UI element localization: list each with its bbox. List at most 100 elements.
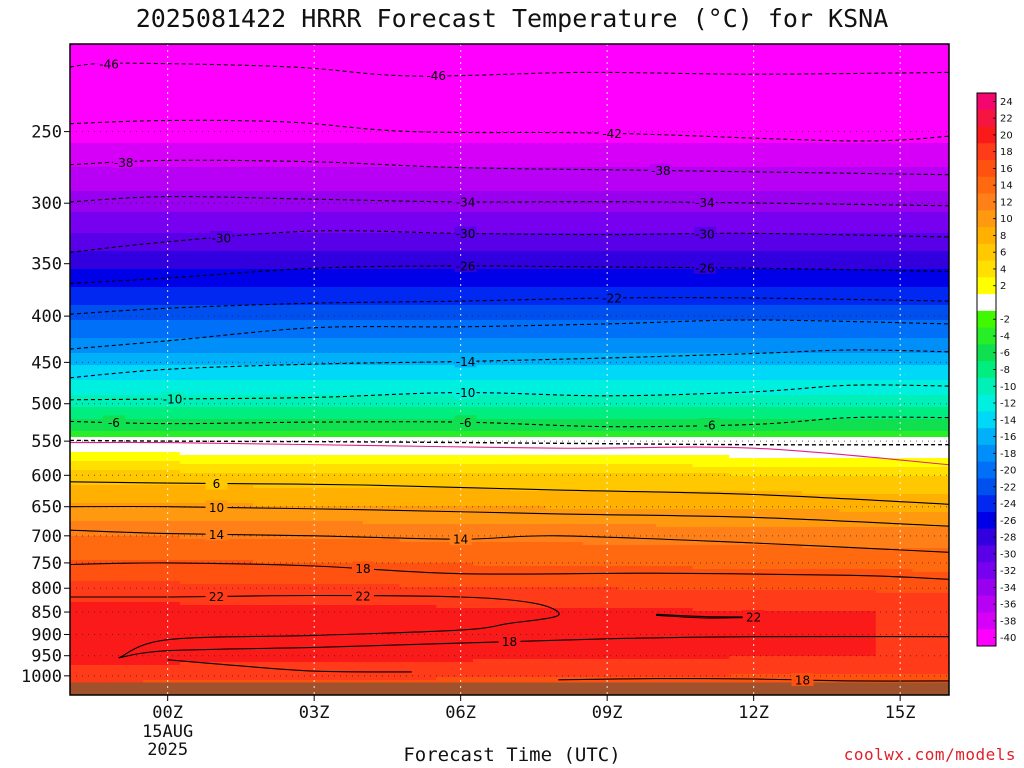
temperature-cell xyxy=(216,269,254,273)
temperature-cell xyxy=(509,419,547,423)
temperature-cell xyxy=(436,611,474,615)
temperature-cell xyxy=(692,149,730,153)
temperature-cell xyxy=(802,86,840,90)
temperature-cell xyxy=(326,179,364,183)
temperature-cell xyxy=(472,296,511,300)
temperature-cell xyxy=(179,86,218,90)
temperature-cell xyxy=(363,485,401,489)
temperature-cell xyxy=(875,209,913,213)
temperature-cell xyxy=(143,527,181,531)
temperature-cell xyxy=(875,521,913,525)
temperature-cell xyxy=(363,92,401,96)
temperature-cell xyxy=(619,275,657,279)
temperature-cell xyxy=(656,125,694,129)
temperature-cell xyxy=(399,365,437,369)
temperature-cell xyxy=(875,506,913,510)
temperature-cell xyxy=(436,350,474,354)
temperature-cell xyxy=(363,431,401,435)
temperature-cell xyxy=(363,155,401,159)
temperature-cell xyxy=(875,305,913,309)
temperature-cell xyxy=(326,551,364,555)
temperature-cell xyxy=(472,284,511,288)
temperature-cell xyxy=(253,431,291,435)
temperature-cell xyxy=(472,452,511,456)
temperature-cell xyxy=(326,524,364,528)
temperature-cell xyxy=(582,422,620,426)
temperature-cell xyxy=(253,368,291,372)
temperature-cell xyxy=(216,59,254,63)
temperature-cell xyxy=(253,356,291,360)
temperature-cell xyxy=(143,545,181,549)
temperature-cell xyxy=(765,221,804,225)
temperature-cell xyxy=(143,389,181,393)
temperature-cell xyxy=(399,473,437,477)
temperature-cell xyxy=(363,341,401,345)
temperature-cell xyxy=(472,350,511,354)
temperature-cell xyxy=(656,362,694,366)
temperature-cell xyxy=(656,131,694,135)
temperature-cell xyxy=(106,677,144,681)
temperature-cell xyxy=(765,491,804,495)
temperature-cell xyxy=(509,542,547,546)
temperature-cell xyxy=(546,671,584,675)
temperature-cell xyxy=(472,416,511,420)
temperature-cell xyxy=(253,329,291,333)
temperature-cell xyxy=(143,353,181,357)
temperature-cell xyxy=(436,308,474,312)
temperature-cell xyxy=(363,101,401,105)
temperature-cell xyxy=(619,587,657,591)
temperature-cell xyxy=(509,62,547,66)
temperature-cell xyxy=(399,389,437,393)
temperature-cell xyxy=(326,635,364,639)
temperature-cell xyxy=(70,311,108,315)
temperature-cell xyxy=(472,302,511,306)
temperature-cell xyxy=(363,146,401,150)
temperature-cell xyxy=(582,392,620,396)
temperature-cell xyxy=(436,221,474,225)
temperature-cell xyxy=(326,671,364,675)
temperature-cell xyxy=(582,530,620,534)
temperature-cell xyxy=(692,125,730,129)
temperature-cell xyxy=(399,416,437,420)
temperature-cell xyxy=(216,557,254,561)
temperature-cell xyxy=(326,299,364,303)
temperature-cell xyxy=(363,470,401,474)
temperature-cell xyxy=(106,236,144,240)
temperature-cell xyxy=(399,587,437,591)
temperature-cell xyxy=(179,122,218,126)
temperature-cell xyxy=(765,380,804,384)
temperature-cell xyxy=(399,44,437,48)
temperature-cell xyxy=(656,56,694,60)
temperature-cell xyxy=(582,83,620,87)
temperature-cell xyxy=(729,383,767,387)
temperature-cell xyxy=(472,212,511,216)
temperature-cell xyxy=(363,374,401,378)
temperature-cell xyxy=(253,92,291,96)
temperature-cell xyxy=(363,671,401,675)
temperature-cell xyxy=(472,164,511,168)
temperature-cell xyxy=(363,188,401,192)
temperature-cell xyxy=(765,497,804,501)
temperature-cell xyxy=(326,608,364,612)
credit-link[interactable]: coolwx.com/models xyxy=(843,745,1016,764)
temperature-cell xyxy=(509,122,547,126)
temperature-cell xyxy=(436,401,474,405)
temperature-cell xyxy=(106,623,144,627)
temperature-cell xyxy=(179,317,218,321)
temperature-cell xyxy=(802,254,840,258)
temperature-cell xyxy=(70,110,108,114)
temperature-cell xyxy=(143,365,181,369)
temperature-cell xyxy=(253,260,291,264)
temperature-cell xyxy=(802,98,840,102)
temperature-cell xyxy=(839,455,877,459)
temperature-cell xyxy=(729,377,767,381)
temperature-cell xyxy=(253,674,291,678)
temperature-cell xyxy=(656,584,694,588)
temperature-cell xyxy=(70,611,108,615)
temperature-cell xyxy=(326,605,364,609)
temperature-cell xyxy=(70,488,108,492)
temperature-cell xyxy=(70,473,108,477)
temperature-cell xyxy=(326,194,364,198)
temperature-cell xyxy=(253,47,291,51)
temperature-cell xyxy=(363,269,401,273)
